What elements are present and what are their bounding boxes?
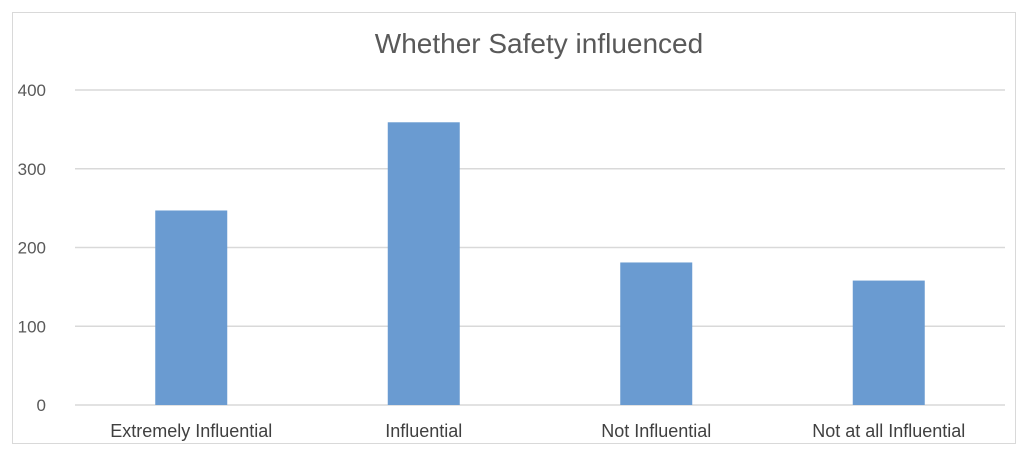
y-tick-label: 400 bbox=[18, 81, 46, 100]
bar bbox=[852, 280, 925, 405]
chart-title: Whether Safety influenced bbox=[375, 28, 703, 59]
y-axis-ticks: 0 100 200 300 400 bbox=[18, 81, 46, 415]
y-tick-label: 100 bbox=[18, 317, 46, 336]
x-axis-categories: Extremely Influential Influential Not Infl… bbox=[110, 421, 965, 441]
bars bbox=[155, 122, 925, 405]
y-tick-label: 0 bbox=[37, 396, 46, 415]
gridlines bbox=[75, 89, 1005, 406]
x-category-label: Influential bbox=[385, 421, 462, 441]
x-category-label: Not Influential bbox=[601, 421, 711, 441]
x-category-label: Not at all Influential bbox=[812, 421, 965, 441]
bar bbox=[620, 262, 693, 405]
bar bbox=[155, 210, 228, 405]
y-tick-label: 200 bbox=[18, 239, 46, 258]
x-category-label: Extremely Influential bbox=[110, 421, 272, 441]
y-tick-label: 300 bbox=[18, 160, 46, 179]
bar bbox=[387, 122, 460, 405]
